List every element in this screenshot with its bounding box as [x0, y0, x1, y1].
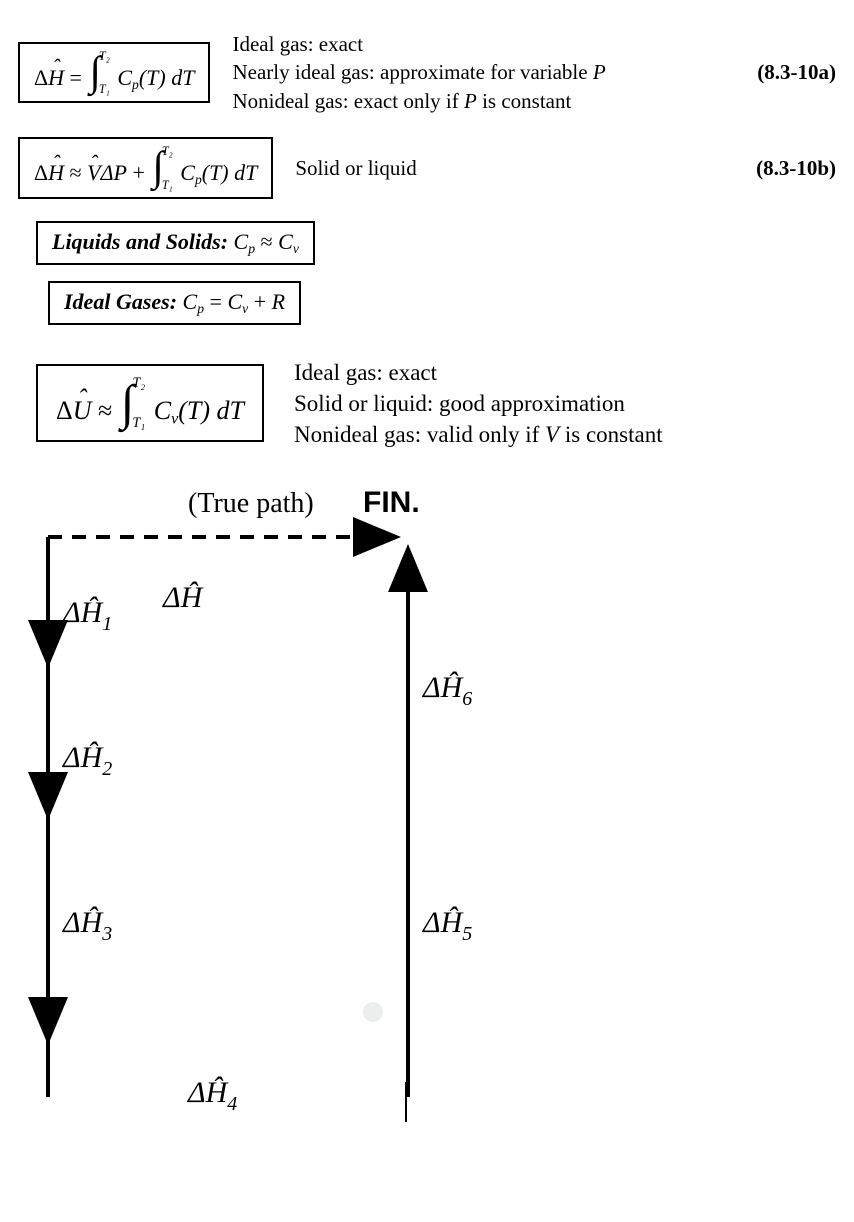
u-hat: U [73, 396, 92, 426]
dH5-label: ΔĤ5 [422, 906, 472, 945]
dH4-label: ΔĤ4 [187, 1076, 237, 1115]
cond-line: Ideal gas: exact [232, 30, 735, 58]
enthalpy-path-diagram: (True path) FIN. ΔĤ ΔĤ1 ΔĤ2 ΔĤ3 ΔĤ4 ΔĤ5 … [18, 482, 478, 1122]
eq-8-3-10b-box: ΔH ≈ VΔP + ∫ T₂T₁ Cp(T) dT [18, 137, 273, 199]
eq-du-row: ΔU ≈ ∫ T₂T₁ Cv(T) dT Ideal gas: exact So… [18, 357, 836, 450]
v-hat: V [87, 160, 100, 186]
cond-line: Nearly ideal gas: approximate for variab… [232, 58, 735, 86]
integral-icon: ∫ T₂T₁ [152, 145, 172, 191]
dH6-label: ΔĤ6 [422, 671, 472, 710]
dH3-label: ΔĤ3 [62, 906, 112, 945]
relation-ideal-gases-box: Ideal Gases: Cp = Cv + R [48, 281, 301, 325]
equals: = [64, 65, 87, 90]
decorative-dot [363, 1002, 383, 1022]
integral-icon: ∫ T₂T₁ [89, 50, 109, 96]
eq-8-3-10b-conditions: Solid or liquid [295, 154, 734, 182]
eq-8-3-10a-row: ΔH = ∫ T₂T₁ Cp(T) dT Ideal gas: exact Ne… [18, 30, 836, 115]
eq-du-box: ΔU ≈ ∫ T₂T₁ Cv(T) dT [36, 364, 264, 442]
dH-label: ΔĤ [162, 581, 205, 614]
eq-number: (8.3-10b) [756, 156, 836, 181]
cond-line: Ideal gas: exact [294, 357, 836, 388]
cond-line: Solid or liquid: good approximation [294, 388, 836, 419]
integral-icon: ∫ T₂T₁ [121, 376, 145, 430]
cond-line: Nonideal gas: valid only if V is constan… [294, 419, 836, 450]
eq-8-3-10b-row: ΔH ≈ VΔP + ∫ T₂T₁ Cp(T) dT Solid or liqu… [18, 137, 836, 199]
dH1-label: ΔĤ1 [62, 596, 112, 635]
true-path-label: (True path) [188, 488, 314, 519]
eq-number: (8.3-10a) [757, 60, 836, 85]
final-label: FIN. [363, 486, 420, 519]
dH2-label: ΔĤ2 [62, 741, 112, 780]
delta: Δ [34, 65, 48, 90]
eq-8-3-10a-box: ΔH = ∫ T₂T₁ Cp(T) dT [18, 42, 210, 104]
eq-du-conditions: Ideal gas: exact Solid or liquid: good a… [294, 357, 836, 450]
relation-liquids-solids-box: Liquids and Solids: Cp ≈ Cv [36, 221, 315, 265]
h-hat: H [48, 65, 64, 91]
h-hat: H [48, 160, 64, 186]
eq-8-3-10a-conditions: Ideal gas: exact Nearly ideal gas: appro… [232, 30, 735, 115]
cond-line: Nonideal gas: exact only if P is constan… [232, 87, 735, 115]
